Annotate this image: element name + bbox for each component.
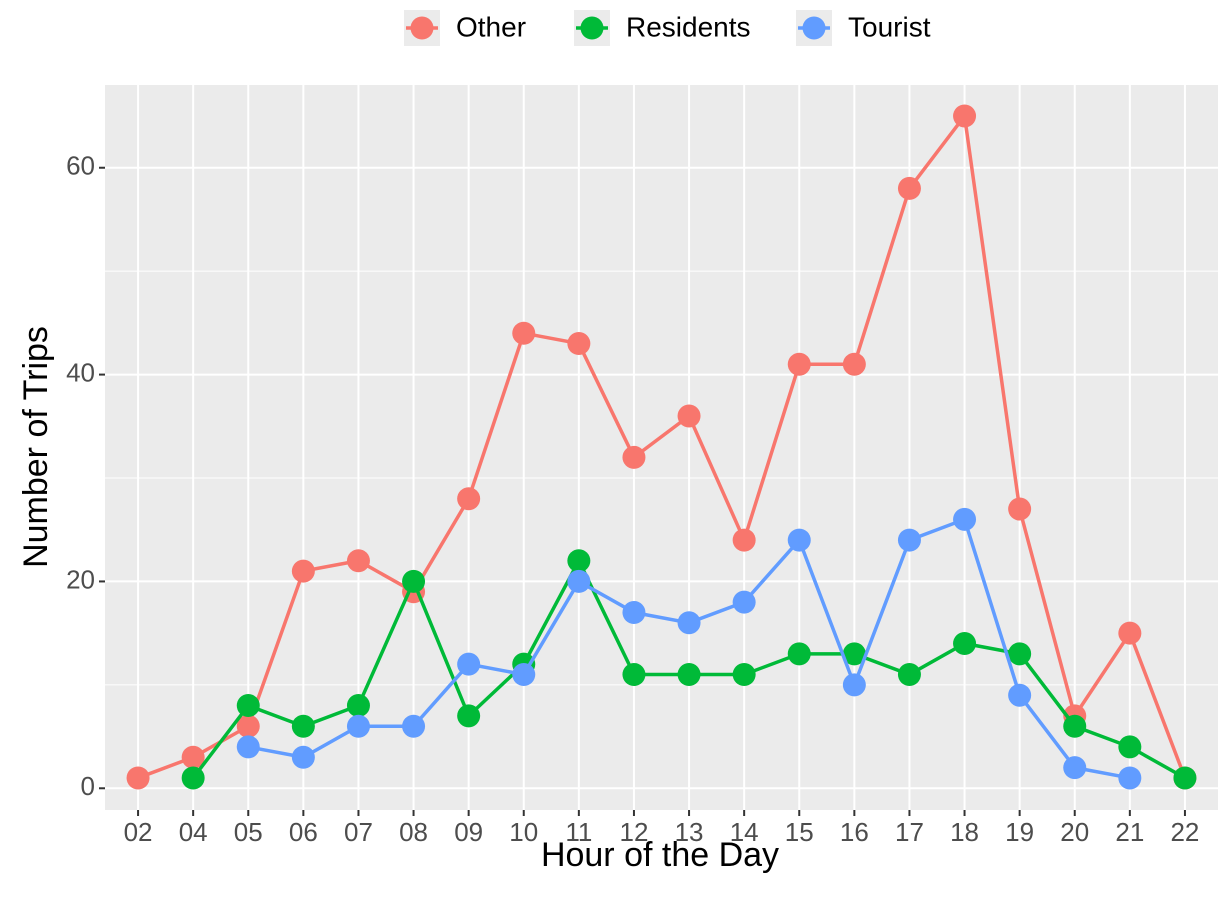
y-tick-label: 20 bbox=[66, 564, 95, 594]
y-tick-label: 40 bbox=[66, 357, 95, 387]
point bbox=[181, 745, 205, 769]
point bbox=[291, 745, 315, 769]
point bbox=[732, 663, 756, 687]
x-tick-label: 17 bbox=[895, 817, 924, 847]
y-axis-title: Number of Trips bbox=[17, 326, 55, 568]
point bbox=[732, 528, 756, 552]
x-tick-label: 21 bbox=[1115, 817, 1144, 847]
point bbox=[291, 714, 315, 738]
x-tick-label: 12 bbox=[619, 817, 648, 847]
point bbox=[1063, 756, 1087, 780]
plot-panel bbox=[105, 85, 1218, 810]
legend-label: Residents bbox=[626, 11, 751, 42]
point bbox=[897, 663, 921, 687]
point bbox=[236, 714, 260, 738]
x-tick-label: 11 bbox=[565, 817, 592, 847]
point bbox=[1118, 735, 1142, 759]
point bbox=[622, 600, 646, 624]
point bbox=[732, 590, 756, 614]
point bbox=[622, 445, 646, 469]
point bbox=[622, 663, 646, 687]
point bbox=[291, 559, 315, 583]
point bbox=[236, 694, 260, 718]
x-tick-label: 18 bbox=[950, 817, 979, 847]
point bbox=[1118, 621, 1142, 645]
point bbox=[953, 631, 977, 655]
point bbox=[677, 663, 701, 687]
point bbox=[1008, 642, 1032, 666]
point bbox=[1008, 683, 1032, 707]
point bbox=[457, 704, 481, 728]
point bbox=[677, 404, 701, 428]
point bbox=[402, 569, 426, 593]
legend-marker bbox=[410, 16, 434, 40]
x-tick-label: 20 bbox=[1060, 817, 1089, 847]
x-tick-label: 13 bbox=[675, 817, 704, 847]
legend-label: Other bbox=[456, 11, 526, 42]
x-tick-label: 16 bbox=[840, 817, 869, 847]
x-tick-label: 22 bbox=[1170, 817, 1199, 847]
x-tick-label: 10 bbox=[509, 817, 538, 847]
point bbox=[897, 176, 921, 200]
point bbox=[346, 549, 370, 573]
point bbox=[457, 652, 481, 676]
point bbox=[512, 321, 536, 345]
point bbox=[181, 766, 205, 790]
x-axis-title: Hour of the Day bbox=[541, 836, 779, 874]
point bbox=[953, 507, 977, 531]
point bbox=[1173, 766, 1197, 790]
point bbox=[346, 714, 370, 738]
x-tick-label: 06 bbox=[289, 817, 318, 847]
point bbox=[346, 694, 370, 718]
point bbox=[677, 611, 701, 635]
legend-marker bbox=[802, 16, 826, 40]
y-tick-label: 0 bbox=[81, 771, 95, 801]
point bbox=[1008, 497, 1032, 521]
x-tick-label: 05 bbox=[234, 817, 263, 847]
point bbox=[402, 714, 426, 738]
point bbox=[1063, 714, 1087, 738]
point bbox=[897, 528, 921, 552]
x-tick-label: 02 bbox=[124, 817, 153, 847]
x-tick-label: 09 bbox=[454, 817, 483, 847]
point bbox=[842, 642, 866, 666]
point bbox=[567, 569, 591, 593]
point bbox=[567, 549, 591, 573]
legend-marker bbox=[580, 16, 604, 40]
point bbox=[787, 642, 811, 666]
x-tick-label: 07 bbox=[344, 817, 373, 847]
point bbox=[567, 332, 591, 356]
point bbox=[787, 528, 811, 552]
point bbox=[457, 487, 481, 511]
legend-label: Tourist bbox=[848, 11, 931, 42]
point bbox=[126, 766, 150, 790]
point bbox=[842, 673, 866, 697]
point bbox=[512, 663, 536, 687]
point bbox=[787, 352, 811, 376]
x-tick-label: 15 bbox=[785, 817, 814, 847]
x-tick-label: 08 bbox=[399, 817, 428, 847]
point bbox=[842, 352, 866, 376]
point bbox=[1118, 766, 1142, 790]
x-tick-label: 19 bbox=[1005, 817, 1034, 847]
point bbox=[236, 735, 260, 759]
x-tick-label: 14 bbox=[730, 817, 759, 847]
y-tick-label: 60 bbox=[66, 151, 95, 181]
x-tick-label: 04 bbox=[179, 817, 208, 847]
point bbox=[953, 104, 977, 128]
